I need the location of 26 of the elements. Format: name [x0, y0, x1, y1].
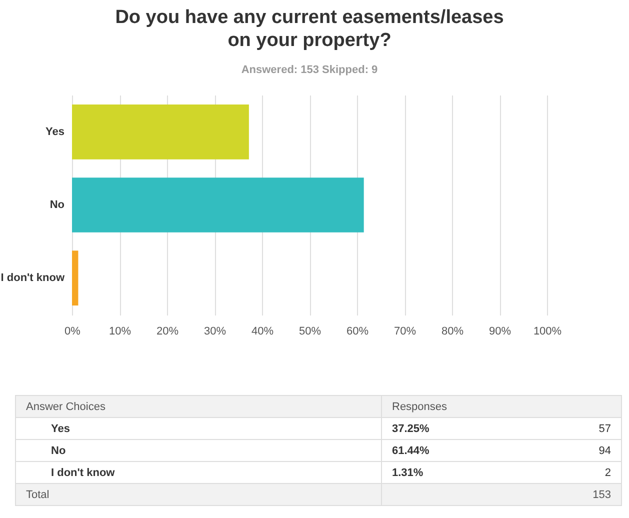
text: 61.44%: [382, 440, 535, 462]
y-tick-label: Yes: [46, 126, 64, 138]
text: 37.25%: [382, 418, 535, 440]
x-tick-label: 60%: [346, 326, 369, 338]
text: 1.31%: [382, 462, 535, 484]
text: 94: [534, 440, 622, 462]
text: Responses: [382, 396, 622, 418]
y-tick-label: I don't know: [0, 272, 65, 284]
x-tick-label: 100%: [533, 326, 562, 338]
text: Answer Choices: [16, 396, 382, 418]
x-tick-label: 80%: [441, 326, 464, 338]
text: 57: [534, 418, 622, 440]
text: 2: [534, 462, 622, 484]
x-tick-label: 20%: [156, 326, 179, 338]
text: Total: [16, 484, 382, 506]
x-tick-label: 30%: [204, 326, 226, 338]
x-tick-label: 0%: [64, 326, 81, 338]
x-tick-label: 90%: [488, 326, 512, 338]
chart-subtitle: Answered: 153 Skipped: 9: [241, 64, 378, 76]
x-tick-label: 50%: [298, 326, 322, 338]
x-tick-label: 40%: [251, 326, 274, 338]
chart-title: Do you have any current easements/leases on your property?: [115, 7, 504, 51]
y-tick-label: No: [50, 199, 65, 211]
x-tick-label: 70%: [394, 326, 416, 338]
text: 153: [382, 484, 622, 506]
x-tick-label: 10%: [108, 326, 132, 338]
